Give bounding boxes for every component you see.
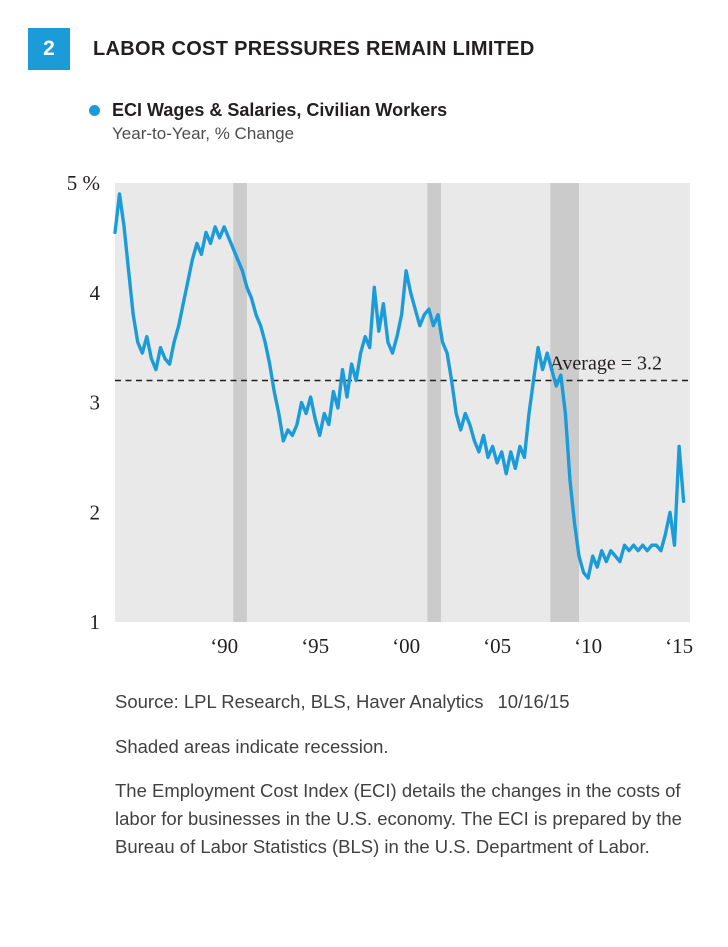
y-tick-label: 3 (90, 391, 101, 415)
figure-description: The Employment Cost Index (ECI) details … (115, 780, 682, 857)
legend-bullet-icon (89, 105, 100, 116)
x-tick-label: ‘10 (574, 634, 602, 658)
legend-text: ECI Wages & Salaries, Civilian Workers Y… (112, 99, 447, 145)
y-tick-label: 4 (90, 281, 101, 305)
source-date: 10/16/15 (497, 691, 570, 712)
figure-title: LABOR COST PRESSURES REMAIN LIMITED (93, 37, 535, 60)
y-tick-label: 1 (90, 610, 101, 634)
x-tick-label: ‘05 (483, 634, 511, 658)
average-label: Average = 3.2 (549, 353, 662, 375)
x-tick-label: ‘15 (665, 634, 693, 658)
x-tick-label: ‘00 (392, 634, 420, 658)
plot-area (115, 183, 690, 622)
figure-number-badge: 2 (28, 28, 70, 70)
recession-note: Shaded areas indicate recession. (115, 736, 389, 757)
legend-series-label: ECI Wages & Salaries, Civilian Workers (112, 100, 448, 120)
recession-band (427, 183, 441, 622)
y-tick-label: 5 % (67, 172, 100, 195)
recession-band (233, 183, 247, 622)
x-tick-label: ‘90 (210, 634, 238, 658)
y-tick-label: 2 (90, 500, 101, 524)
eci-line-chart: Average = 3.2 5 % 4 3 2 1 ‘90 ‘95 ‘00 ‘05 ‘10 ‘15 (67, 172, 693, 658)
figure-header: 2 LABOR COST PRESSURES REMAIN LIMITED (28, 28, 535, 70)
figure-notes: Source: LPL Research, BLS, Haver Analyti… (115, 688, 685, 861)
source-text: Source: LPL Research, BLS, Haver Analyti… (115, 691, 484, 712)
chart-legend: ECI Wages & Salaries, Civilian Workers Y… (89, 99, 447, 145)
eci-series-line (113, 192, 686, 580)
legend-subtitle: Year-to-Year, % Change (112, 124, 295, 143)
x-tick-label: ‘95 (301, 634, 329, 658)
source-line: Source: LPL Research, BLS, Haver Analyti… (115, 688, 685, 716)
